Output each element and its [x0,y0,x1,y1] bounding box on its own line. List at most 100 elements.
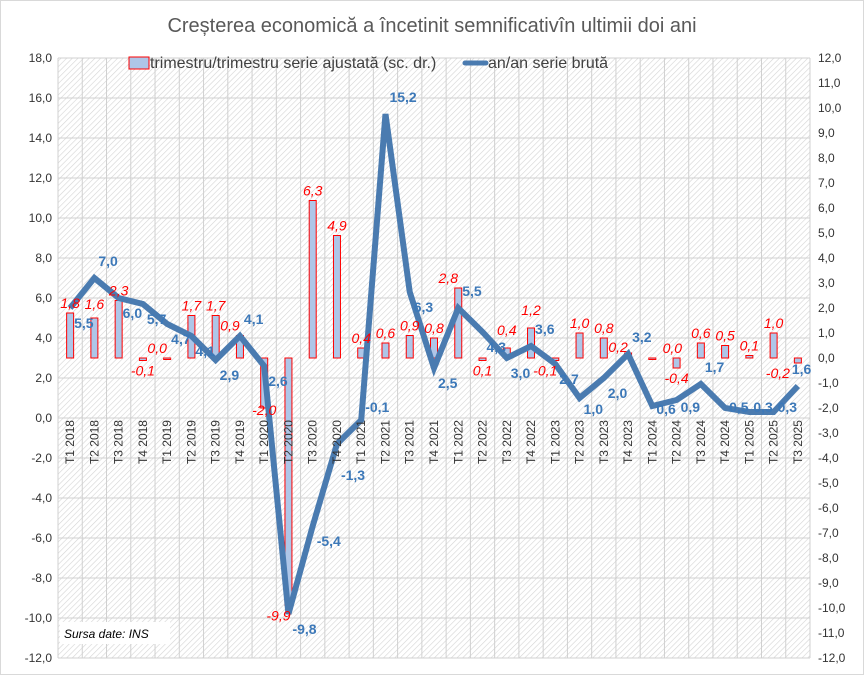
line-data-label: 5,5 [462,283,482,299]
y-left-tick-label: -2,0 [31,451,52,465]
line-data-label: 1,6 [792,361,812,377]
x-tick-label: T1 2025 [742,420,756,464]
bar [381,342,390,359]
line-data-label: 7,0 [98,253,118,269]
x-tick-label: T2 2020 [281,420,295,464]
bar-data-label: -2,0 [252,402,276,418]
y-right-tick-label: 2,0 [818,301,835,315]
x-tick-label: T3 2020 [306,420,320,464]
y-left-tick-label: 18,0 [29,51,53,65]
bar-data-label: 0,8 [424,320,444,336]
line-data-label: 2,0 [608,385,628,401]
bar [648,357,657,360]
axes: -12,0 -10,0 -8,0 -6,0 -4,0 -2,0 0,0 2,0 4,0 6,0 8,… [25,51,846,665]
y-right-tick-label: -5,0 [818,476,839,490]
x-tick-label: T4 2018 [136,420,150,464]
line-data-label: 3,6 [535,321,555,337]
line-data-label: 0,6 [656,401,676,417]
line-data-label: 6,0 [123,305,143,321]
y-right-tick-label: -3,0 [818,426,839,440]
line-data-label: 4,3 [487,339,507,355]
y-left-tick-label: -6,0 [31,531,52,545]
bar-data-label: -0,1 [533,363,557,379]
x-tick-label: T2 2023 [573,420,587,464]
x-tick-label: T3 2023 [597,420,611,464]
bar [66,312,75,359]
x-tick-label: T1 2022 [451,420,465,464]
bar [769,332,778,359]
x-tick-label: T3 2019 [209,420,223,464]
bar-data-label: 0,5 [715,328,735,344]
line-data-label: 15,2 [389,89,416,105]
line-data-label: 3,0 [511,365,531,381]
x-tick-label: T1 2023 [548,420,562,464]
y-left-tick-label: 12,0 [29,171,53,185]
bar [163,357,172,360]
line-data-label: 0,9 [681,399,701,415]
bar-data-label: 6,3 [303,183,323,199]
bar-data-label: 1,7 [206,298,227,314]
bar-data-label: 0,9 [400,318,420,334]
bar [672,357,681,369]
y-left-tick-label: 8,0 [35,251,52,265]
line-data-label: -1,3 [341,467,365,483]
bar-data-label: 1,2 [521,302,541,318]
y-left-tick-label: 16,0 [29,91,53,105]
x-tick-label: T4 2019 [233,420,247,464]
source-bg [60,622,170,644]
line-data-label: 0,5 [729,399,749,415]
line-data-label: 6,3 [414,299,434,315]
bar [599,337,608,359]
y-right-tick-label: 10,0 [818,101,842,115]
x-tick-label: T2 2025 [767,420,781,464]
line-data-label: 2,9 [220,367,240,383]
line-data-label: 4,1 [195,343,215,359]
y-left-tick-label: 0,0 [35,411,52,425]
x-tick-label: T2 2022 [476,420,490,464]
line-data-label: 2,7 [559,371,579,387]
y-right-tick-label: -7,0 [818,526,839,540]
bar-data-label: 0,1 [473,363,492,379]
x-tick-label: T3 2018 [112,420,126,464]
line-data-label: 5,7 [147,311,167,327]
x-tick-label: T4 2024 [718,420,732,464]
legend-bar-label: trimestru/trimestru serie ajustată (sc. … [150,55,436,72]
bar-data-label: 0,0 [663,340,683,356]
x-tick-label: T3 2025 [791,420,805,464]
y-right-tick-label: 6,0 [818,201,835,215]
bar [114,300,123,359]
bar-data-label: 2,3 [108,283,129,299]
bar-data-label: 0,6 [376,325,396,341]
x-tick-label: T3 2022 [500,420,514,464]
bar-data-label: 0,2 [608,339,628,355]
line-data-label: 4,1 [244,311,264,327]
line-data-label: 0,3 [753,399,773,415]
bar-data-label: 1,6 [85,296,105,312]
x-tick-label: T1 2020 [257,420,271,464]
y-left-tick-label: 2,0 [35,371,52,385]
bar-data-label: 4,9 [327,218,347,234]
x-tick-label: T1 2021 [354,420,368,464]
y-right-tick-label: 3,0 [818,276,835,290]
x-tick-label: T4 2020 [330,420,344,464]
bar [721,345,730,359]
line-path [67,113,801,615]
y-left-tick-label: -12,0 [25,651,53,665]
bar [745,355,754,359]
line-data-label: 1,7 [705,359,725,375]
bar-data-label: -0,1 [131,363,155,379]
y-right-tick-label: 11,0 [818,76,841,90]
y-right-tick-label: -6,0 [818,501,839,515]
bar-data-label: 0,4 [351,330,371,346]
y-right-tick-label: -10,0 [818,601,846,615]
y-right-tick-label: -11,0 [818,626,845,640]
bar [575,332,584,359]
bar-data-label: -9,9 [266,608,290,624]
line-data-label: 5,5 [74,315,94,331]
bar-data-label: 0,6 [691,325,711,341]
x-tick-label: T1 2019 [160,420,174,464]
y-right-tick-label: 5,0 [818,226,835,240]
bar-data-label: 0,0 [147,340,167,356]
line-data-label: 3,2 [632,329,652,345]
y-right-tick-label: -12,0 [818,651,846,665]
